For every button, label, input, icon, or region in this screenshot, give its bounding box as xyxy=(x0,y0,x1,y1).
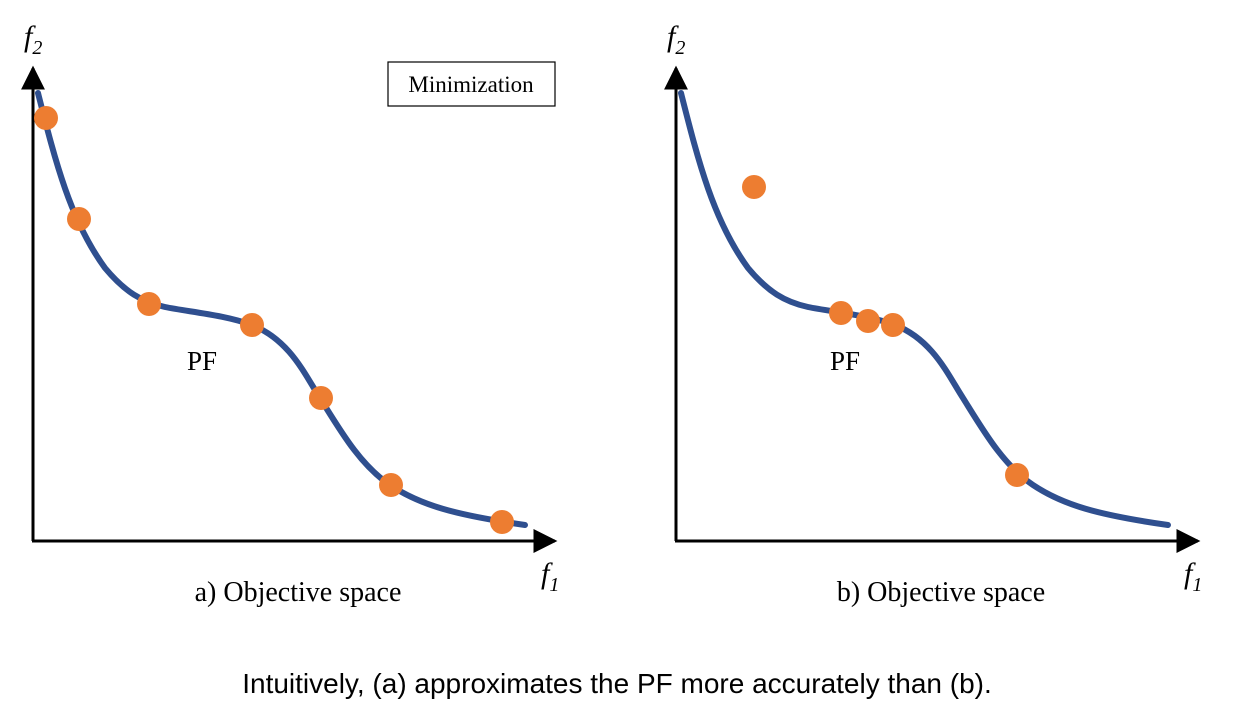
panel-b: f2 f1 PF b) Objective space xyxy=(664,20,1202,608)
panel-b-solution-point xyxy=(856,309,880,333)
panel-a-solution-point xyxy=(34,106,58,130)
footer-text: Intuitively, (a) approximates the PF mor… xyxy=(242,668,992,699)
minimization-box xyxy=(387,61,556,107)
panel-b-solution-point xyxy=(1005,463,1029,487)
panel-b-caption: b) Objective space xyxy=(837,577,1045,608)
panel-a-solution-point xyxy=(137,292,161,316)
minimization-label: Minimization xyxy=(408,72,534,97)
panel-b-x-axis-label: f1 xyxy=(1184,557,1202,596)
panel-b-solution-point xyxy=(829,301,853,325)
panel-a-solution-point xyxy=(67,207,91,231)
panel-a-y-axis-label: f2 xyxy=(24,20,42,59)
panel-a-pf-label: PF xyxy=(187,346,217,376)
panel-b-pareto-front-curve xyxy=(678,90,1171,528)
panel-a-caption: a) Objective space xyxy=(195,577,402,608)
panel-a-solution-point xyxy=(379,473,403,497)
panel-b-solution-point xyxy=(881,313,905,337)
panel-a-solution-point xyxy=(309,386,333,410)
panel-a-x-axis-label: f1 xyxy=(541,557,559,596)
panel-b-pf-label: PF xyxy=(830,346,860,376)
panel-b-solution-point xyxy=(742,175,766,199)
panel-a-solution-point xyxy=(490,510,514,534)
panel-b-y-axis-label: f2 xyxy=(667,20,685,59)
panel-a-pareto-front-curve xyxy=(35,90,528,528)
panel-a-solution-point xyxy=(240,313,264,337)
panel-a: f2 f1 PF Minimization a) Objective space xyxy=(21,20,559,608)
